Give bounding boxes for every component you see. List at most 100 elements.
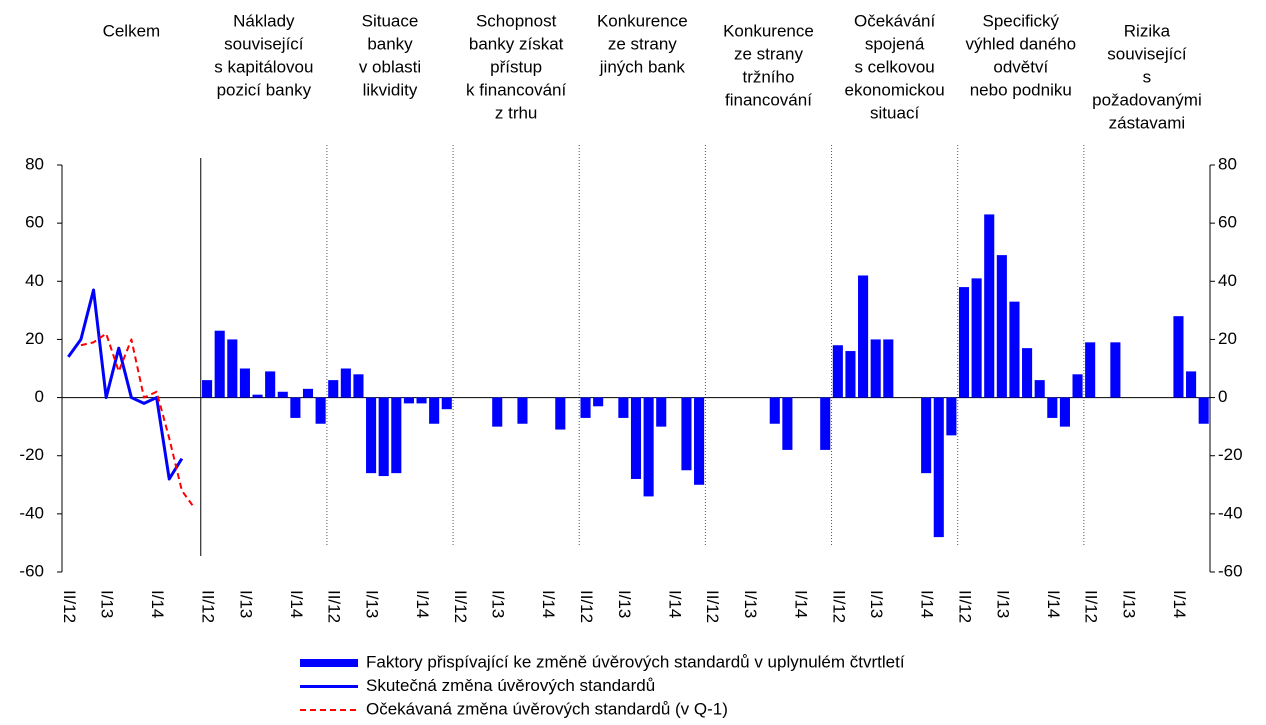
bar [782, 397, 793, 450]
x-tick-label: I/13 [489, 590, 508, 618]
group-label: ekonomickou [845, 80, 945, 99]
bar [630, 397, 642, 479]
y2-tick-label: -20 [1218, 445, 1243, 464]
bar [580, 397, 591, 418]
group-label: s [1143, 67, 1152, 86]
y-tick-label: 60 [25, 213, 44, 232]
legend-label: Faktory přispívající ke změně úvěrových … [366, 652, 905, 671]
group-label: spojená [865, 34, 925, 53]
group-label: související [224, 34, 304, 53]
bar [277, 391, 288, 398]
legend-label: Skutečná změna úvěrových standardů [366, 676, 655, 695]
group-label: situací [870, 103, 919, 122]
bar [202, 380, 213, 398]
x-tick-label: I/14 [148, 590, 167, 618]
x-tick-label: I/13 [98, 590, 117, 618]
group-label: s kapitálovou [214, 57, 313, 76]
bar [340, 368, 351, 398]
y2-tick-label: 40 [1218, 271, 1237, 290]
x-tick-label: II/12 [577, 590, 596, 623]
bar [820, 397, 831, 450]
x-tick-label: II/12 [956, 590, 975, 623]
bar [302, 388, 314, 398]
group-label: výhled daného [965, 34, 1076, 53]
bar [315, 397, 326, 424]
group-label: banky získat [469, 34, 564, 53]
group-label: Konkurence [597, 11, 688, 30]
group-label: likvidity [363, 80, 418, 99]
x-tick-label: I/14 [1170, 590, 1189, 618]
group-label: jiných bank [599, 57, 686, 76]
group-label: v oblasti [359, 57, 421, 76]
bar [1047, 397, 1058, 418]
bar [971, 278, 982, 398]
x-tick-label: II/12 [703, 590, 722, 623]
x-tick-label: I/14 [287, 590, 306, 618]
bar [492, 397, 503, 427]
bar [858, 275, 869, 398]
bar [403, 397, 414, 404]
x-tick-label: II/12 [1082, 590, 1101, 623]
y2-tick-label: -60 [1218, 561, 1243, 580]
bar [769, 397, 780, 424]
group-label: Specifický [983, 11, 1060, 30]
line [67, 288, 184, 481]
group-label: k financování [466, 80, 566, 99]
bar [618, 397, 629, 418]
bar [921, 397, 932, 474]
y-tick-label: 20 [25, 329, 44, 348]
group-label: s celkovou [854, 57, 934, 76]
y-tick-label: 40 [25, 271, 44, 290]
bar [378, 397, 389, 477]
legend-label: Očekávaná změna úvěrových standardů (v Q… [366, 699, 728, 718]
group-label: banky [367, 34, 413, 53]
bar [1173, 316, 1184, 398]
bar [429, 397, 440, 424]
group-label: související [1107, 44, 1187, 63]
bar [353, 374, 364, 398]
y2-tick-label: 80 [1218, 154, 1237, 173]
group-label: Náklady [233, 11, 295, 30]
bar [593, 397, 604, 407]
x-tick-label: II/12 [199, 590, 218, 623]
x-tick-label: I/14 [413, 590, 432, 618]
bar [328, 380, 339, 398]
y-tick-label: 0 [35, 387, 44, 406]
line [80, 332, 196, 509]
bar [933, 397, 944, 538]
y-tick-label: 80 [25, 154, 44, 173]
bar [681, 397, 692, 471]
bar [883, 339, 894, 398]
bar [984, 214, 995, 398]
bar [239, 368, 250, 398]
bar [1022, 348, 1033, 398]
bar [1072, 374, 1083, 398]
bar [290, 397, 301, 418]
group-label: Konkurence [723, 21, 814, 40]
x-tick-label: I/13 [1120, 590, 1139, 618]
y2-tick-label: 60 [1218, 213, 1237, 232]
group-label: Celkem [103, 21, 161, 40]
x-tick-label: I/13 [615, 590, 634, 618]
bar [252, 394, 263, 398]
bar [996, 255, 1007, 398]
x-tick-label: II/12 [451, 590, 470, 623]
bar [1110, 342, 1121, 398]
bar [870, 339, 881, 398]
x-tick-label: II/12 [60, 590, 79, 623]
bar [845, 351, 856, 398]
bar [265, 371, 276, 398]
group-label: Očekávání [854, 11, 936, 30]
group-label: Rizika [1124, 21, 1171, 40]
x-tick-label: I/13 [741, 590, 760, 618]
legend-swatch [300, 659, 358, 667]
bar [643, 397, 654, 497]
group-label: ze strany [608, 34, 677, 53]
bar [227, 339, 238, 398]
bar [1059, 397, 1070, 427]
x-tick-label: II/12 [829, 590, 848, 623]
bar [946, 397, 957, 436]
y2-tick-label: -40 [1218, 503, 1243, 522]
y2-tick-label: 0 [1218, 387, 1227, 406]
